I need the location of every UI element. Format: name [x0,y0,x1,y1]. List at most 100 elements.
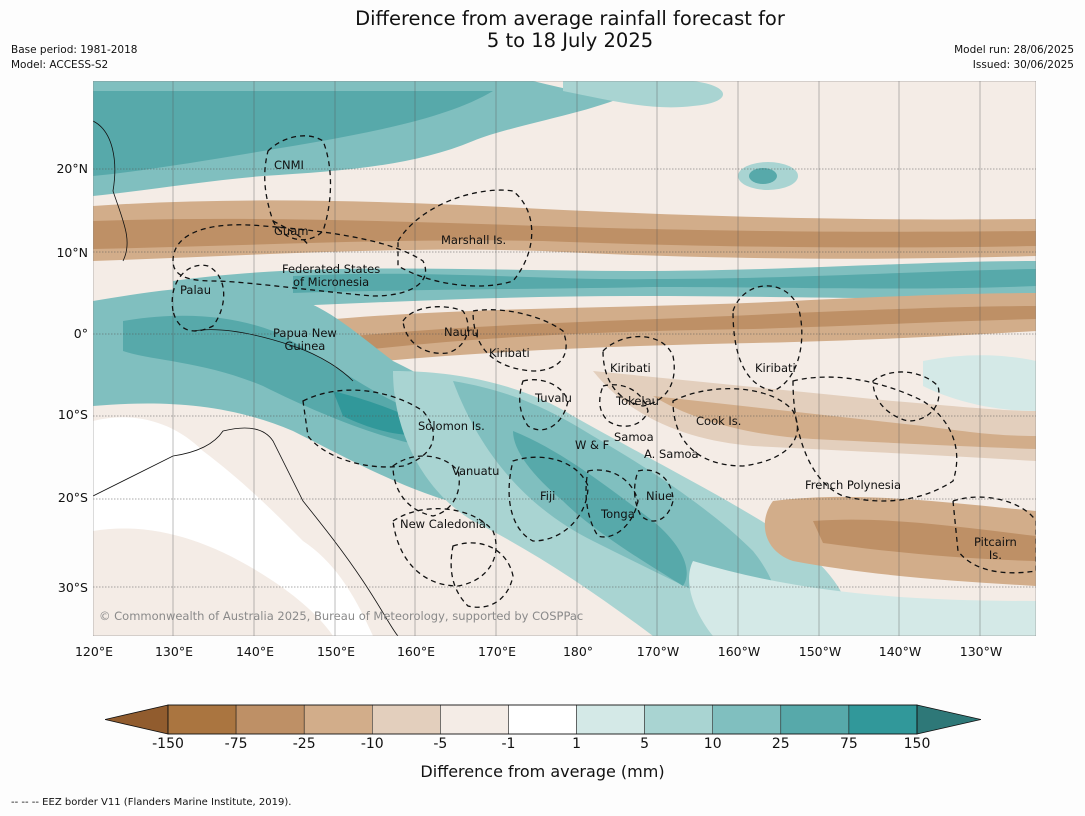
label-solomon: Solomon Is. [418,419,485,433]
eez-marshall [397,189,533,287]
colorbar-cell [576,704,645,735]
colorbar-extend-high [916,704,981,735]
eez-kiribati-line [732,285,803,392]
eez-tonga [585,469,639,538]
eez-pitcairn [952,496,1036,574]
lon-label-150w: 150°W [798,644,842,659]
colorbar-label: Difference from average (mm) [420,762,665,781]
lat-label-20n: 20°N [56,161,88,176]
rainfall-anomaly-map [93,81,1036,636]
colorbar-tick-label: 10 [703,736,722,752]
label-cook: Cook Is. [696,414,742,428]
eez-new-caledonia [392,508,497,587]
base-period: Base period: 1981-2018 [11,44,138,56]
label-png-line2: Guinea [284,339,326,353]
label-new-caledonia: New Caledonia [400,517,486,531]
label-fsm-line2: of Micronesia [292,275,370,289]
eez-fsm [172,224,427,297]
lat-label-10s: 10°S [57,407,88,422]
eez-vanuatu [392,455,460,517]
lat-label-20s: 20°S [57,490,88,505]
lat-label-30s: 30°S [57,580,88,595]
map-title: Difference from average rainfall forecas… [0,8,1085,52]
colorbar-tick-label: -5 [433,736,448,752]
colorbar-cell [780,704,850,735]
lat-label-10n: 10°N [56,245,88,260]
label-nauru: Nauru [444,325,479,339]
eez-footnote: -- -- -- EEZ border V11 (Flanders Marine… [11,797,292,808]
lon-label-180: 180° [562,644,594,659]
anomaly-north-wet-core [93,91,493,176]
label-french-polynesia: French Polynesia [805,478,902,492]
eez-french-poly [792,376,958,502]
colorbar-tick-label: 5 [640,736,650,752]
label-tonga: Tonga [601,507,635,521]
lon-label-120e: 120°E [74,644,113,659]
eez-cook [672,388,799,467]
anomaly-south-wet [689,561,1036,636]
label-marshall: Marshall Is. [441,233,507,247]
meta-left: Base period: 1981-2018 Model: ACCESS-S2 [11,43,137,73]
lon-label-140e: 140°E [235,644,274,659]
label-vanuatu: Vanuatu [452,464,500,478]
colorbar-tick-label: -10 [360,736,384,752]
label-tokelau: Tokelau [616,394,659,408]
lon-label-130w: 130°W [959,644,1003,659]
title-line-2: 5 to 18 July 2025 [486,29,654,52]
eez-guam [272,220,309,247]
label-cnmi: CNMI [274,158,304,172]
model-name: Model: ACCESS-S2 [11,59,109,71]
label-pitcairn-line1: Pitcairn [974,535,1017,549]
colorbar-cell [440,704,509,735]
label-fiji: Fiji [540,489,556,503]
label-png-line1: Papua New [273,326,337,340]
colorbar-cell [235,704,305,735]
label-niue: Niue [646,489,673,503]
colorbar-tick-label: -75 [224,736,248,752]
title-line-1: Difference from average rainfall forecas… [355,7,785,30]
anomaly-north-east-wet [563,81,723,108]
eez-kiribati-phoenix [602,335,675,407]
lon-label-160e: 160°E [396,644,435,659]
eez-kiribati-gilbert [472,309,567,372]
eez-fiji [508,456,589,542]
colorbar-tick-label: 150 [903,736,931,752]
colorbar-extend-low [105,704,169,735]
label-png: Papua New Guinea [273,327,337,353]
colorbar-tick-label: -25 [292,736,316,752]
eez-cnmi [264,135,332,241]
label-fsm: Federated States of Micronesia [282,263,380,289]
lon-label-140w: 140°W [878,644,922,659]
label-guam: Guam [274,224,309,238]
label-samoa: Samoa [614,430,654,444]
lon-label-150e: 150°E [316,644,355,659]
colorbar-tick-label: 1 [572,736,581,752]
issued-date: Issued: 30/06/2025 [972,59,1074,71]
label-asamoa: A. Samoa [644,447,699,461]
colorbar-cell [167,704,237,735]
label-pitcairn: Pitcairn Is. [974,536,1017,562]
eez-palau [171,264,225,332]
label-kiribati-east: Kiribati [755,361,796,375]
eez-tuvalu [519,379,569,431]
colorbar-cell [644,704,713,735]
lat-label-0: 0° [73,326,88,341]
colorbar-cell [508,704,577,735]
eez-nauru [402,306,469,355]
anomaly-east-wet [923,355,1036,411]
lon-label-170e: 170°E [477,644,516,659]
label-fsm-line1: Federated States [282,262,381,276]
eez-niue [633,469,674,522]
label-wf: W & F [575,438,610,452]
colorbar-cell [848,704,918,735]
colorbar-cell [712,704,782,735]
colorbar-cell [372,704,441,735]
colorbar-tick-label: 75 [839,736,858,752]
label-pitcairn-line2: Is. [988,548,1002,562]
meta-right: Model run: 28/06/2025 Issued: 30/06/2025 [954,43,1074,73]
label-tuvalu: Tuvalu [535,391,572,405]
philippines-coastline [93,120,128,262]
lon-label-160w: 160°W [717,644,761,659]
copyright-notice: © Commonwealth of Australia 2025, Bureau… [99,609,584,623]
eez-norfolk [450,542,514,608]
